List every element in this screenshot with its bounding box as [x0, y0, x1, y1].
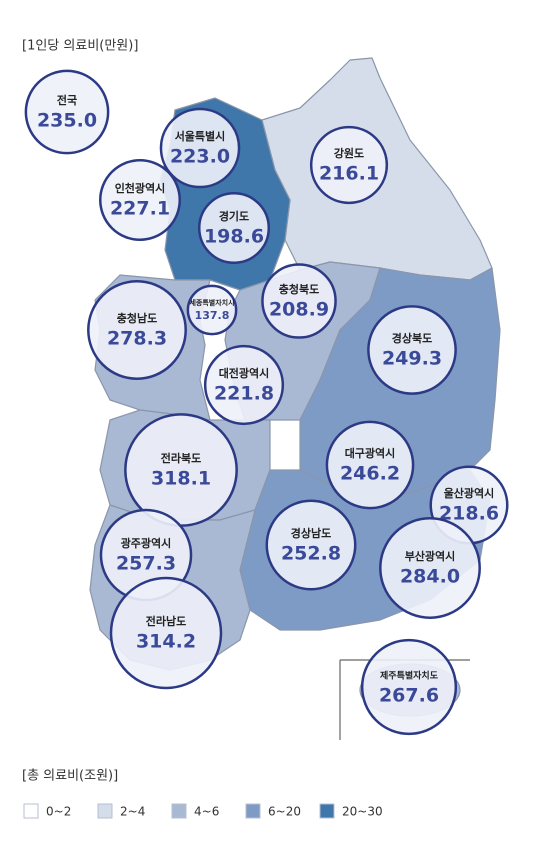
- region-name: 제주특별자치도: [380, 670, 439, 682]
- legend-swatch: [23, 803, 39, 819]
- region-name: 서울특별시: [175, 129, 226, 143]
- bubble: [24, 69, 110, 155]
- bubble: [367, 305, 457, 395]
- legend-label: 6~20: [268, 805, 301, 819]
- bubble: [203, 344, 285, 426]
- bubble: [109, 576, 223, 690]
- region-value: 216.1: [319, 163, 379, 185]
- region-value: 278.3: [107, 328, 167, 350]
- bubble: [261, 263, 337, 339]
- legend-swatch: [319, 803, 335, 819]
- bubble: [379, 517, 481, 619]
- region-value: 246.2: [340, 463, 400, 485]
- region-name: 부산광역시: [405, 549, 456, 563]
- legend-label: 20~30: [342, 805, 383, 819]
- region-name: 전국: [57, 93, 77, 107]
- region-name: 광주광역시: [121, 536, 172, 550]
- region-name: 울산광역시: [444, 486, 495, 500]
- region-value: 137.8: [195, 309, 230, 322]
- map-title: [1인당 의료비(만원)]: [22, 39, 138, 54]
- region-name: 대구광역시: [345, 446, 396, 460]
- region-value: 208.9: [269, 299, 329, 321]
- region-value: 218.6: [439, 503, 499, 525]
- region-name: 인천광역시: [115, 181, 166, 195]
- region-name: 충청남도: [117, 311, 157, 325]
- legend-title: [총 의료비(조원)]: [22, 769, 118, 784]
- region-value: 318.1: [151, 468, 211, 490]
- region-value: 249.3: [382, 348, 442, 370]
- region-name: 충청북도: [279, 282, 319, 296]
- region-name: 세종특별자치시: [189, 298, 234, 307]
- region-name: 경상북도: [392, 331, 432, 345]
- region-value: 267.6: [379, 685, 439, 707]
- region-name: 전라북도: [161, 451, 201, 465]
- region-value: 223.0: [170, 146, 230, 168]
- region-value: 198.6: [204, 226, 264, 248]
- bubble: [99, 159, 181, 241]
- bubble: [159, 107, 241, 189]
- region-value: 227.1: [110, 198, 170, 220]
- legend-label: 4~6: [194, 805, 219, 819]
- bubble: [186, 284, 238, 336]
- bubble: [360, 638, 458, 736]
- region-value: 221.8: [214, 383, 274, 405]
- legend-label: 2~4: [120, 805, 145, 819]
- region-name: 강원도: [334, 146, 364, 160]
- bubble: [197, 191, 271, 265]
- region-name: 대전광역시: [219, 366, 270, 380]
- legend: 0~2 2~4 4~6 6~20 20~30: [23, 803, 383, 819]
- bubbles: 전국 235.0 서울특별시 223.0 인천광역시 227.1 경기도 198.6 강원도 21…: [24, 69, 509, 736]
- legend-swatch: [97, 803, 113, 819]
- bubble: [309, 125, 389, 205]
- region-value: 252.8: [281, 543, 341, 565]
- legend-label: 0~2: [46, 805, 71, 819]
- bubble: [87, 280, 187, 380]
- legend-swatch: [245, 803, 261, 819]
- region-name: 경기도: [219, 209, 249, 223]
- region-value: 314.2: [136, 631, 196, 653]
- region-value: 257.3: [116, 553, 176, 575]
- region-name: 경상남도: [291, 526, 331, 540]
- region-value: 284.0: [400, 566, 460, 588]
- legend-swatch: [171, 803, 187, 819]
- bubble: [265, 499, 357, 591]
- region-name: 전라남도: [146, 614, 186, 628]
- bubble: [325, 420, 415, 510]
- region-value: 235.0: [37, 110, 97, 132]
